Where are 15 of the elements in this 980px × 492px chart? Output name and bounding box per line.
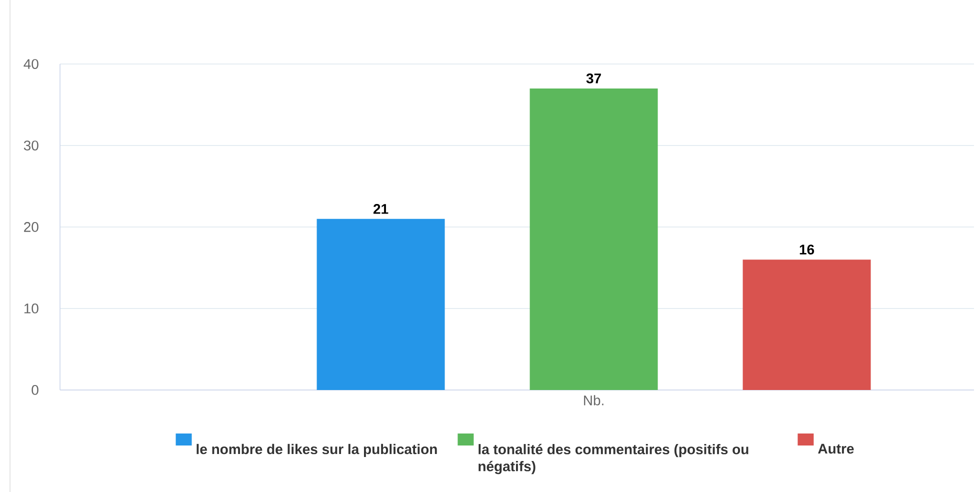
y-tick-label: 10 [24,304,38,314]
x-tick-label: Nb. [584,395,604,406]
legend-label: Autre [818,444,854,454]
y-tick-label: 20 [24,222,38,232]
bar [316,218,445,390]
legend-label: la tonalité des commentaires (positifs ou négatifs) [478,444,748,474]
y-tick-label: 40 [24,59,38,69]
y-tick-label: 30 [24,140,38,150]
data-label: 37 [586,73,601,84]
data-label: 21 [373,204,388,214]
bar [530,88,658,390]
legend-label: le nombre de likes sur la publication [196,444,437,457]
data-label: 16 [800,244,814,255]
y-tick-label: 0 [32,385,38,395]
bar [742,260,871,390]
